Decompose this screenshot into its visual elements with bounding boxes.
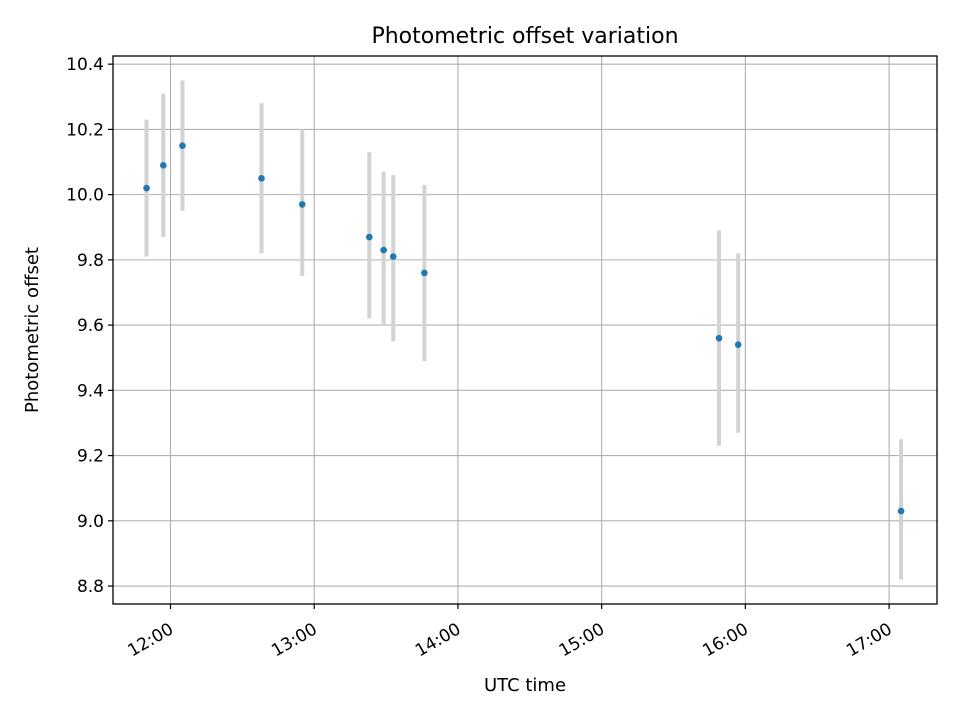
data-point [298,201,306,208]
chart-title: Photometric offset variation [371,24,678,49]
y-tick-label: 9.8 [77,251,104,271]
data-point [897,507,905,515]
x-tick-label: 14:00 [412,619,464,661]
y-tick-label: 9.4 [77,381,104,401]
data-point [160,161,167,169]
y-tick-label: 9.0 [77,512,104,532]
error-bars [144,80,904,580]
data-point [380,246,387,254]
x-tick-label: 15:00 [556,619,608,661]
x-tick-label: 12:00 [125,619,177,661]
y-axis-ticks: 8.8 9.0 9.2 9.4 9.6 9.8 10.0 10.2 10.4 [66,55,113,597]
grid-lines [113,56,937,604]
x-tick-label: 16:00 [699,619,751,661]
data-point [179,142,186,150]
axes-frame [112,55,938,605]
data-point [258,175,265,182]
y-tick-label: 9.6 [77,316,104,336]
y-tick-label: 8.8 [77,577,104,597]
y-axis-label: Photometric offset [22,247,43,413]
data-point [389,253,397,260]
y-tick-label: 10.4 [66,55,104,75]
data-point [421,269,428,277]
x-tick-label: 13:00 [268,619,320,661]
y-tick-label: 10.0 [66,186,104,206]
data-point [715,334,723,342]
data-point [143,184,150,192]
x-axis-ticks: 12:00 13:00 14:00 15:00 16:00 17:00 [125,604,896,661]
data-point [734,341,742,348]
y-tick-label: 10.2 [66,120,104,140]
x-tick-label: 17:00 [843,619,895,661]
data-point [366,233,373,241]
y-tick-label: 9.2 [77,447,104,467]
data-points [143,142,905,515]
x-axis-label: UTC time [484,675,566,696]
